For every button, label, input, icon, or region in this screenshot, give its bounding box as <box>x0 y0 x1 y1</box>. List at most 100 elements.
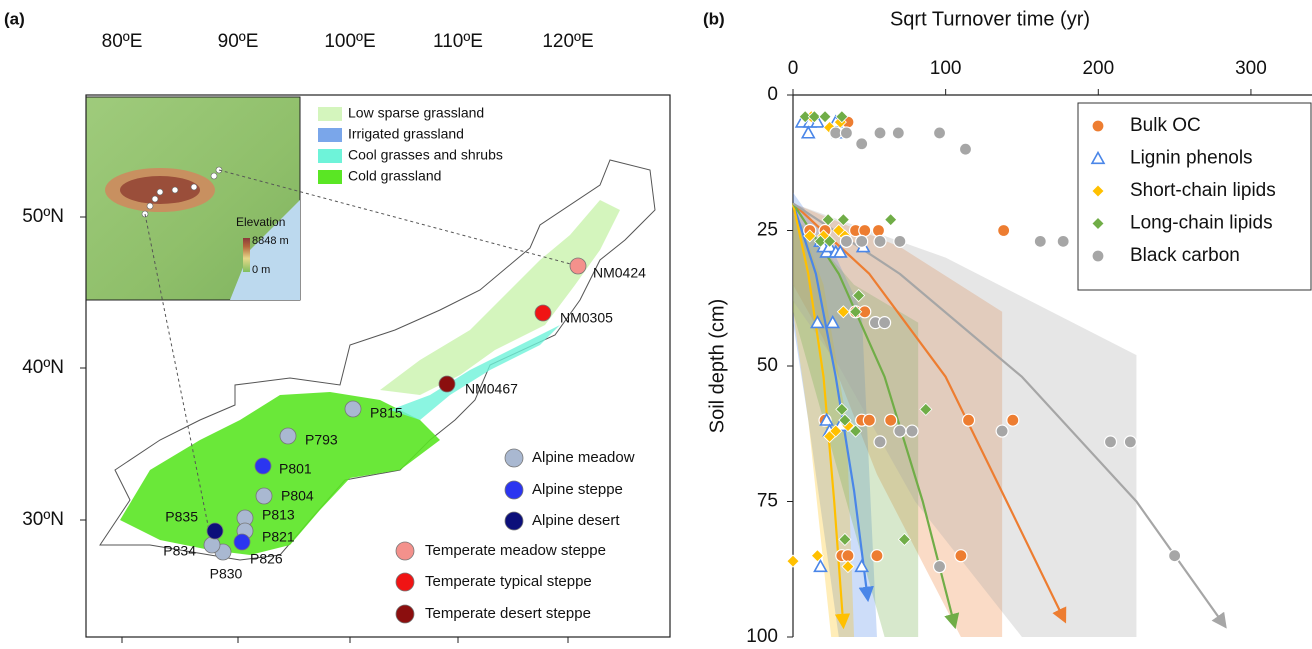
point <box>1034 235 1046 247</box>
point <box>863 414 875 426</box>
point <box>787 555 799 567</box>
site-marker <box>204 537 220 553</box>
point <box>874 235 886 247</box>
site-type-label: Alpine meadow <box>532 449 635 466</box>
site-marker <box>234 534 250 550</box>
site-marker <box>256 488 272 504</box>
point <box>872 225 884 237</box>
land-cover-label: Cold grassland <box>348 168 441 184</box>
lon-tick-label: 80ºE <box>102 31 143 52</box>
site-marker <box>570 258 586 274</box>
site-label: P834 <box>163 543 196 559</box>
site-label: P801 <box>279 461 312 477</box>
point <box>840 235 852 247</box>
panel-label: (b) <box>703 9 725 28</box>
point <box>894 235 906 247</box>
point <box>996 425 1008 437</box>
site-type-marker <box>396 542 414 560</box>
site-marker <box>439 376 455 392</box>
point <box>1169 550 1181 562</box>
y-tick-label: 25 <box>757 220 778 241</box>
site-type-label: Alpine steppe <box>532 481 623 498</box>
site-label: P815 <box>370 405 403 421</box>
point <box>840 127 852 139</box>
site-label: P835 <box>165 509 198 525</box>
site-type-label: Temperate typical steppe <box>425 573 592 590</box>
x-tick-label: 200 <box>1082 58 1114 79</box>
y-tick-label: 100 <box>746 626 778 644</box>
site-type-label: Temperate desert steppe <box>425 605 591 622</box>
lat-tick-label: 40ºN <box>22 357 64 378</box>
x-tick-label: 100 <box>930 58 962 79</box>
point <box>934 127 946 139</box>
site-label: NM0424 <box>593 265 646 281</box>
site-label: P821 <box>262 529 295 545</box>
site-label: P826 <box>250 551 283 567</box>
lon-tick-label: 100ºE <box>324 31 375 52</box>
site-type-marker <box>396 605 414 623</box>
site-type-marker <box>505 512 523 530</box>
point <box>874 436 886 448</box>
point <box>1105 436 1117 448</box>
point <box>856 138 868 150</box>
point <box>1124 436 1136 448</box>
land-cover-swatch <box>318 149 342 163</box>
lon-tick-label: 90ºE <box>218 31 259 52</box>
x-tick-label: 300 <box>1235 58 1267 79</box>
y-axis-title: Soil depth (cm) <box>706 299 728 434</box>
point <box>885 414 897 426</box>
legend-marker <box>1092 250 1104 262</box>
x-axis-title: Sqrt Turnover time (yr) <box>890 8 1090 30</box>
elevation-bar <box>243 238 250 272</box>
site-marker <box>280 428 296 444</box>
panel-label: (a) <box>4 9 25 28</box>
point <box>859 225 871 237</box>
point <box>934 561 946 573</box>
point <box>998 225 1010 237</box>
x-tick-label: 0 <box>788 58 799 79</box>
land-cover-label: Low sparse grassland <box>348 105 484 121</box>
land-cover-swatch <box>318 107 342 121</box>
legend-label: Black carbon <box>1130 245 1240 266</box>
site-type-label: Temperate meadow steppe <box>425 542 606 559</box>
legend-label: Long-chain lipids <box>1130 213 1273 234</box>
point <box>1057 235 1069 247</box>
land-cover-label: Cool grasses and shrubs <box>348 147 503 163</box>
site-label: P793 <box>305 432 338 448</box>
page: (a)80ºE90ºE100ºE110ºE120ºE50ºN40ºN30ºNLo… <box>0 0 1312 644</box>
point <box>892 127 904 139</box>
legend-marker <box>1092 120 1104 132</box>
figure: (a)80ºE90ºE100ºE110ºE120ºE50ºN40ºN30ºNLo… <box>0 0 1312 644</box>
land-cover-swatch <box>318 128 342 142</box>
y-tick-label: 50 <box>757 355 778 376</box>
site-label: NM0467 <box>465 381 518 397</box>
site-type-marker <box>396 573 414 591</box>
site-marker <box>535 305 551 321</box>
legend-label: Bulk OC <box>1130 115 1201 136</box>
y-tick-label: 75 <box>757 491 778 512</box>
point <box>955 550 967 562</box>
legend-label: Lignin phenols <box>1130 148 1253 169</box>
site-label: P804 <box>281 488 314 504</box>
site-marker <box>345 401 361 417</box>
point <box>906 425 918 437</box>
point <box>856 235 868 247</box>
land-cover-label: Irrigated grassland <box>348 126 464 142</box>
land-cover-swatch <box>318 170 342 184</box>
site-type-label: Alpine desert <box>532 512 620 529</box>
point <box>842 550 854 562</box>
point <box>879 317 891 329</box>
point <box>959 143 971 155</box>
y-tick-label: 0 <box>767 84 778 105</box>
point <box>963 414 975 426</box>
site-label: NM0305 <box>560 310 613 326</box>
point <box>1007 414 1019 426</box>
site-marker <box>207 523 223 539</box>
site-label: P830 <box>210 566 243 582</box>
legend-label: Short-chain lipids <box>1130 180 1276 201</box>
elevation-title: Elevation <box>236 215 285 229</box>
lat-tick-label: 30ºN <box>22 509 64 530</box>
lon-tick-label: 110ºE <box>433 31 483 52</box>
point <box>811 550 823 562</box>
lat-tick-label: 50ºN <box>22 206 64 227</box>
